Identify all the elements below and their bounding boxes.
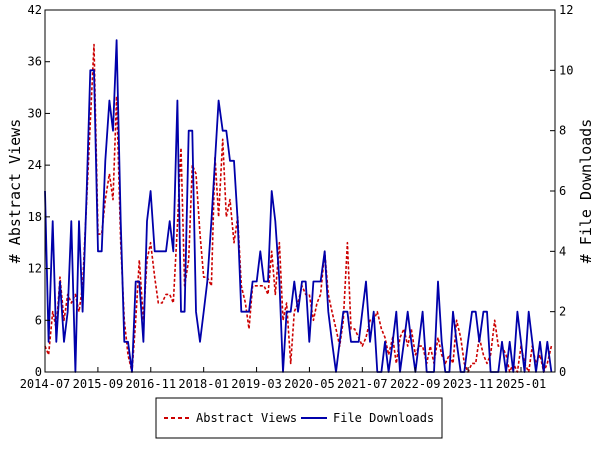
legend-label-file-downloads: File Downloads [333, 411, 434, 425]
y-tick-label: 42 [28, 3, 42, 17]
x-tick-label: 2016-11 [125, 377, 176, 391]
y2-tick-label: 8 [559, 124, 566, 138]
series-line-file-downloads [44, 39, 553, 373]
y-tick-label: 24 [28, 158, 42, 172]
y-tick-label: 6 [35, 313, 42, 327]
y-tick-label: 0 [35, 365, 42, 379]
x-tick-label: 2025-01 [496, 377, 547, 391]
x-tick-label: 2019-03 [231, 377, 282, 391]
x-tick-label: 2023-11 [443, 377, 494, 391]
legend-box [155, 397, 443, 439]
y2-tick-label: 2 [559, 305, 566, 319]
x-tick-label: 2015-09 [73, 377, 124, 391]
y2-tick-label: 10 [559, 63, 573, 77]
y2-tick-label: 6 [559, 184, 566, 198]
legend-label-abstract-views: Abstract Views [196, 411, 297, 425]
y-axis-label: # Abstract Views [6, 119, 24, 264]
y-tick-label: 30 [28, 106, 42, 120]
x-tick-label: 2014-07 [20, 377, 71, 391]
y2-axis-label: # File Downloads [577, 119, 595, 264]
y-tick-label: 12 [28, 262, 42, 276]
legend: Abstract Views File Downloads [155, 397, 443, 439]
x-tick-label: 2022-09 [390, 377, 441, 391]
y2-tick-label: 4 [559, 244, 566, 258]
y-tick-label: 36 [28, 55, 42, 69]
series-line-abstract-views [44, 43, 553, 373]
y-tick-label: 18 [28, 210, 42, 224]
plot-area-marks [44, 39, 553, 373]
x-tick-label: 2020-05 [284, 377, 335, 391]
y2-tick-label: 0 [559, 365, 566, 379]
x-tick-label: 2021-07 [337, 377, 388, 391]
y2-tick-label: 12 [559, 3, 573, 17]
x-tick-label: 2018-01 [178, 377, 229, 391]
